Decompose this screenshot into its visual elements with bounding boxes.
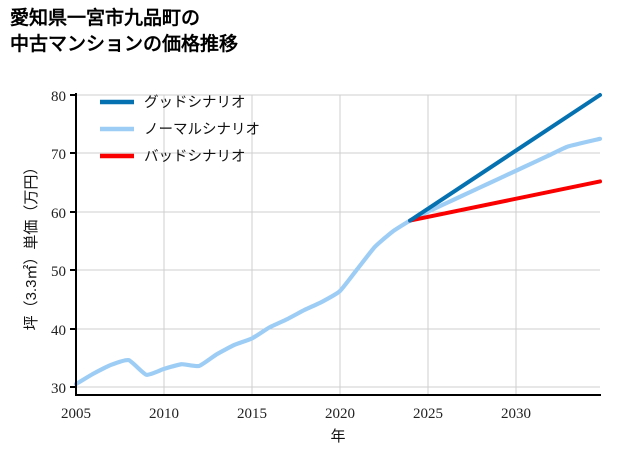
y-tick-label-70: 70: [51, 147, 66, 163]
horizontal-gridlines: [76, 94, 600, 388]
x-axis-title: 年: [330, 428, 345, 445]
x-tick-label-2020: 2020: [325, 406, 355, 422]
x-tick-label-2025: 2025: [413, 406, 443, 422]
chart-title: 愛知県一宮市九品町の 中古マンションの価格推移: [10, 8, 239, 56]
legend-label-normal: ノーマルシナリオ: [144, 122, 260, 138]
y-tick-label-60: 60: [51, 206, 66, 222]
vertical-gridlines: [75, 95, 517, 395]
y-tick-label-40: 40: [51, 323, 66, 339]
x-tick-label-2010: 2010: [149, 406, 179, 422]
x-tick-label-2005: 2005: [61, 406, 91, 422]
y-tick-label-30: 30: [51, 381, 66, 397]
chart-legend: グッドシナリオ ノーマルシナリオ バッドシナリオ: [100, 94, 260, 165]
legend-label-bad: バッドシナリオ: [144, 149, 246, 165]
data-series-layer: [73, 93, 603, 387]
y-axis-title: 坪（3.3㎡）単価（万円）: [23, 160, 40, 331]
y-tick-label-50: 50: [51, 264, 66, 280]
series-line-normal: [73, 136, 603, 387]
series-line-bad: [408, 179, 602, 223]
legend-label-good: グッドシナリオ: [144, 94, 246, 111]
x-tick-label-2030: 2030: [501, 406, 531, 422]
series-line-good: [408, 93, 602, 223]
y-tick-label-80: 80: [51, 89, 66, 105]
x-tick-label-2015: 2015: [237, 406, 267, 422]
y-axis-ticks: [70, 93, 76, 389]
